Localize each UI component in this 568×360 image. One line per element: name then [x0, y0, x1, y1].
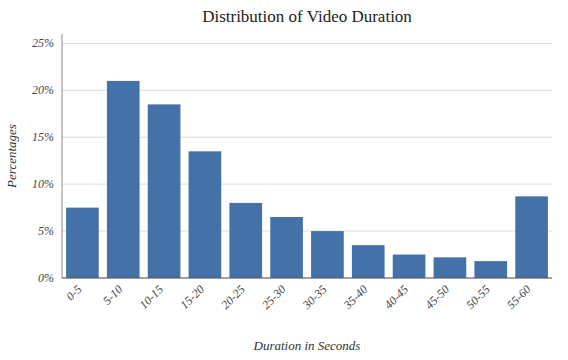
x-tick-label: 0-5	[63, 282, 84, 303]
bars	[66, 81, 548, 278]
x-tick-label: 40-45	[382, 282, 412, 312]
bar	[270, 217, 303, 278]
grid-line	[62, 43, 552, 44]
x-tick-label: 35-40	[340, 282, 370, 312]
x-tick-label: 5-10	[100, 282, 125, 307]
bar	[148, 104, 181, 278]
bar	[434, 257, 467, 278]
bar	[515, 196, 548, 278]
x-tick-label: 30-35	[299, 282, 329, 312]
x-tick-label: 25-30	[259, 282, 289, 312]
x-axis-label: Duration in Seconds	[253, 338, 361, 353]
y-tick-label: 15%	[32, 130, 54, 144]
x-tick-label: 55-60	[504, 282, 534, 312]
bar	[107, 81, 140, 278]
x-axis-line	[62, 278, 552, 279]
bar	[229, 203, 262, 278]
y-tick-label: 5%	[38, 224, 54, 238]
grid	[62, 43, 552, 278]
chart-container: 0% 5% 10% 15% 20% 25% 0-5 5-10 10-15 15-20 20-25 25…	[0, 0, 568, 360]
y-axis-label: Percentages	[4, 124, 19, 189]
y-tick-label: 25%	[32, 36, 54, 50]
bar	[474, 261, 507, 278]
bar	[352, 245, 385, 278]
x-tick-label: 20-25	[218, 282, 248, 312]
y-tick-label: 20%	[32, 83, 54, 97]
chart: 0% 5% 10% 15% 20% 25% 0-5 5-10 10-15 15-20 20-25 25…	[0, 0, 568, 360]
y-tick-label: 10%	[32, 177, 54, 191]
x-tick-label: 10-15	[137, 282, 167, 312]
bar	[393, 255, 426, 278]
grid-line	[62, 278, 552, 279]
y-tick-label: 0%	[38, 271, 54, 285]
x-tick-label: 50-55	[463, 282, 493, 312]
bar	[189, 151, 222, 278]
bar	[66, 208, 99, 278]
title: Distribution of Video Duration	[202, 7, 412, 26]
y-axis-line	[62, 34, 63, 278]
x-tick-label: 45-50	[422, 282, 452, 312]
x-tick-label: 15-20	[177, 282, 207, 312]
bar	[311, 231, 344, 278]
